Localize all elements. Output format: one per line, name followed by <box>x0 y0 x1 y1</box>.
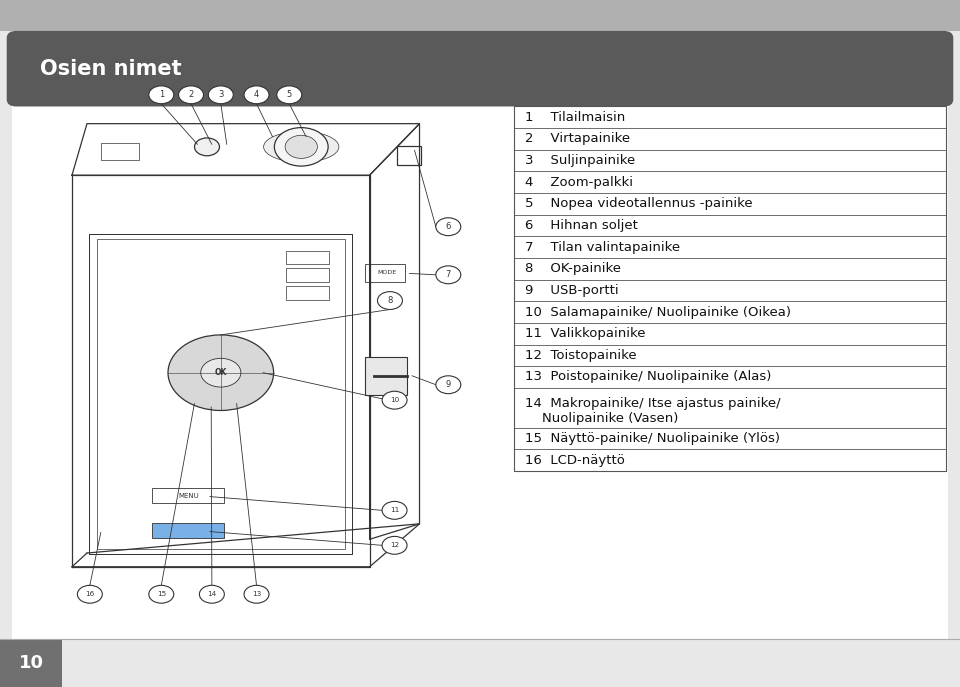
Text: 15  Näyttö-painike/ Nuolipainike (Ylös): 15 Näyttö-painike/ Nuolipainike (Ylös) <box>525 432 780 445</box>
Bar <box>514 150 946 171</box>
Circle shape <box>382 537 407 554</box>
Text: Osien nimet: Osien nimet <box>40 58 182 79</box>
Text: 16  LCD-näyttö: 16 LCD-näyttö <box>525 454 625 466</box>
Text: 14  Makropainike/ Itse ajastus painike/
    Nuolipainike (Vasen): 14 Makropainike/ Itse ajastus painike/ N… <box>525 396 780 425</box>
Circle shape <box>275 128 328 166</box>
Bar <box>286 251 329 264</box>
Circle shape <box>208 86 233 104</box>
Text: 12: 12 <box>390 542 399 548</box>
Bar <box>286 286 329 300</box>
Circle shape <box>168 335 274 411</box>
Circle shape <box>78 585 103 603</box>
Bar <box>514 449 946 471</box>
Bar <box>514 344 946 366</box>
Text: 4: 4 <box>253 90 259 100</box>
Circle shape <box>377 291 402 309</box>
Text: 8: 8 <box>387 296 393 305</box>
Bar <box>0 0 960 31</box>
Bar <box>397 146 421 166</box>
Text: 7: 7 <box>445 270 451 280</box>
Bar <box>514 258 946 280</box>
Text: 14: 14 <box>207 592 217 597</box>
Bar <box>153 488 225 504</box>
Bar <box>514 428 946 449</box>
Bar <box>514 193 946 214</box>
Circle shape <box>436 376 461 394</box>
Bar <box>514 214 946 236</box>
Text: 10: 10 <box>390 397 399 403</box>
Circle shape <box>276 86 301 104</box>
Text: 13: 13 <box>252 592 261 597</box>
Text: 6    Hihnan soljet: 6 Hihnan soljet <box>525 219 638 232</box>
FancyBboxPatch shape <box>7 31 953 106</box>
Text: 2: 2 <box>188 90 194 100</box>
Circle shape <box>200 585 225 603</box>
Bar <box>365 357 407 395</box>
Text: 3: 3 <box>218 90 224 100</box>
Circle shape <box>436 218 461 236</box>
Circle shape <box>149 86 174 104</box>
Text: 7    Tilan valintapainike: 7 Tilan valintapainike <box>525 240 681 254</box>
Bar <box>12 31 948 639</box>
Circle shape <box>149 585 174 603</box>
Text: 6: 6 <box>445 222 451 232</box>
Text: 8    OK-painike: 8 OK-painike <box>525 262 621 275</box>
Text: 5    Nopea videotallennus -painike: 5 Nopea videotallennus -painike <box>525 197 753 210</box>
Bar <box>514 366 946 387</box>
Circle shape <box>382 392 407 409</box>
Text: 4    Zoom-palkki: 4 Zoom-palkki <box>525 176 634 189</box>
Circle shape <box>179 86 204 104</box>
Circle shape <box>382 502 407 519</box>
Text: 9    USB-portti: 9 USB-portti <box>525 284 619 297</box>
Bar <box>153 523 225 539</box>
Text: 11: 11 <box>390 507 399 513</box>
Text: 3    Suljinpainike: 3 Suljinpainike <box>525 154 636 167</box>
Bar <box>514 236 946 258</box>
Bar <box>514 106 946 128</box>
Text: OK: OK <box>215 368 227 377</box>
Bar <box>97 239 345 549</box>
Circle shape <box>244 585 269 603</box>
Bar <box>514 280 946 301</box>
Text: 1    Tilailmaisin: 1 Tilailmaisin <box>525 111 625 124</box>
Text: 16: 16 <box>85 592 94 597</box>
Text: 15: 15 <box>156 592 166 597</box>
Bar <box>0 639 62 687</box>
Bar <box>514 301 946 323</box>
Bar <box>514 106 946 471</box>
Ellipse shape <box>264 131 339 162</box>
Circle shape <box>201 359 241 387</box>
Text: 13  Poistopainike/ Nuolipainike (Alas): 13 Poistopainike/ Nuolipainike (Alas) <box>525 370 772 383</box>
Text: 1: 1 <box>158 90 164 100</box>
Circle shape <box>436 266 461 284</box>
Text: 12  Toistopainike: 12 Toistopainike <box>525 349 636 362</box>
Text: 11  Valikkopainike: 11 Valikkopainike <box>525 327 646 340</box>
Text: MENU: MENU <box>178 493 199 499</box>
Text: 9: 9 <box>445 380 451 390</box>
Bar <box>286 268 329 282</box>
Circle shape <box>244 86 269 104</box>
Text: 5: 5 <box>287 90 292 100</box>
Text: 10: 10 <box>18 654 44 672</box>
Bar <box>365 264 405 282</box>
Text: 2    Virtapainike: 2 Virtapainike <box>525 133 631 146</box>
Bar <box>514 128 946 150</box>
Bar <box>514 171 946 193</box>
Bar <box>101 143 139 160</box>
Circle shape <box>285 135 318 159</box>
Bar <box>514 323 946 344</box>
Text: MODE: MODE <box>377 270 396 275</box>
Text: 10  Salamapainike/ Nuolipainike (Oikea): 10 Salamapainike/ Nuolipainike (Oikea) <box>525 306 791 319</box>
Bar <box>514 387 946 428</box>
Circle shape <box>195 138 220 156</box>
